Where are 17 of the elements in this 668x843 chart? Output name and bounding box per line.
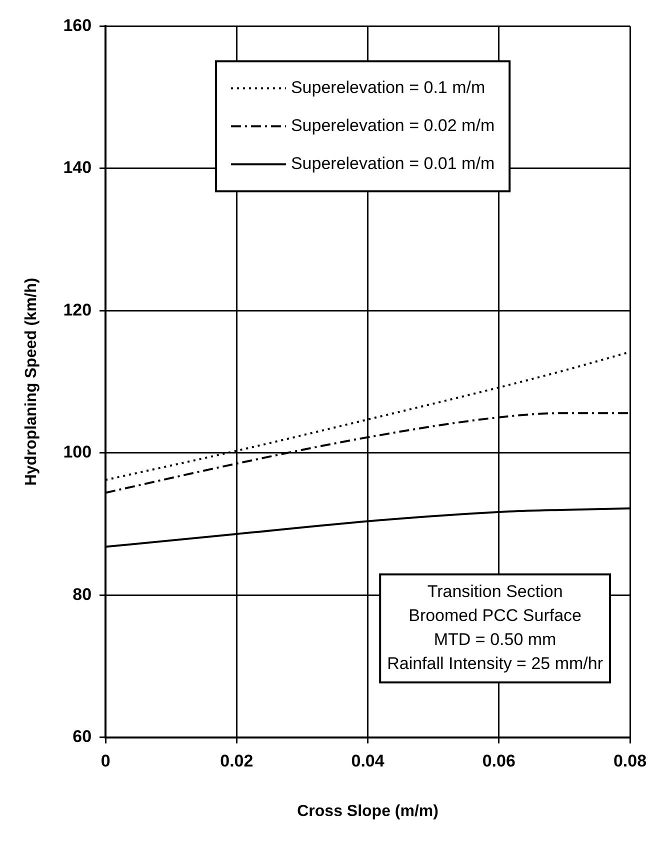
x-tick-label: 0.04 — [351, 751, 385, 770]
x-tick-label: 0.02 — [220, 751, 254, 770]
annotation: Transition Section Broomed PCC Surface MTD = 0.50 mm Rainfall Intensity = 25 mm/hr — [387, 582, 604, 674]
legend-label: Superelevation = 0.02 m/m — [290, 116, 495, 135]
x-axis-title: Cross Slope (m/m) — [297, 802, 438, 820]
y-tick-label: 160 — [63, 16, 92, 35]
x-tick-label: 0.08 — [613, 751, 647, 770]
y-tick-label: 60 — [72, 727, 92, 746]
y-axis-title: Hydroplaning Speed (km/h) — [23, 278, 40, 486]
y-tick-label: 120 — [63, 300, 92, 320]
y-tick-label: 80 — [72, 584, 92, 604]
x-tick-label: 0.06 — [482, 751, 516, 770]
y-tick-label: 140 — [63, 158, 92, 178]
legend-label: Superelevation = 0.1 m/m — [290, 78, 486, 97]
x-tick-label: 0 — [100, 751, 110, 770]
y-tick-label: 100 — [63, 442, 92, 462]
legend-label: Superelevation = 0.01 m/m — [290, 154, 495, 173]
